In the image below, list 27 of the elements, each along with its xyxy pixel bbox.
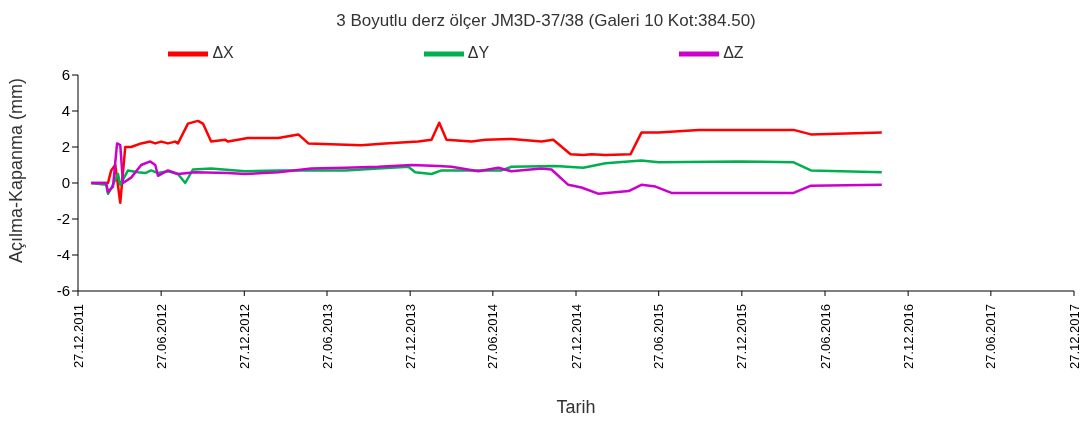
y-tick-label: 4	[61, 102, 70, 120]
legend-label: ΔX	[212, 44, 234, 62]
x-tick-label: 27.12.2011	[70, 304, 86, 369]
x-tick-label: 27.06.2014	[485, 304, 501, 370]
x-axis-title: Tarih	[556, 397, 596, 417]
x-tick-label: 27.06.2017	[983, 304, 999, 370]
y-tick-label: 6	[61, 66, 70, 84]
x-tick-label: 27.12.2017	[1066, 304, 1082, 370]
legend-label: ΔY	[467, 44, 490, 62]
y-tick-label: 0	[61, 174, 70, 192]
x-tick-label: 27.06.2012	[153, 304, 169, 370]
legend-label: ΔZ	[723, 44, 744, 62]
chart-title: 3 Boyutlu derz ölçer JM3D-37/38 (Galeri 10 Kot:384.50)	[335, 10, 757, 32]
x-tick-label: 27.12.2016	[900, 304, 916, 370]
y-tick-label: -2	[56, 210, 70, 228]
x-tick-label: 27.12.2015	[734, 304, 750, 370]
y-tick-label: -4	[56, 246, 70, 264]
x-tick-label: 27.12.2014	[568, 304, 584, 370]
x-tick-label: 27.06.2016	[817, 304, 833, 370]
x-tick-label: 27.12.2012	[236, 304, 252, 370]
x-tick-label: 27.12.2013	[402, 304, 418, 370]
y-axis-title: Açılma-Kapanma (mm)	[6, 77, 27, 263]
line-series	[89, 142, 884, 196]
x-tick-label: 27.06.2015	[651, 304, 667, 370]
x-tick-label: 27.06.2013	[319, 304, 335, 370]
y-tick-label: -6	[56, 282, 70, 300]
y-tick-label: 2	[61, 138, 70, 156]
